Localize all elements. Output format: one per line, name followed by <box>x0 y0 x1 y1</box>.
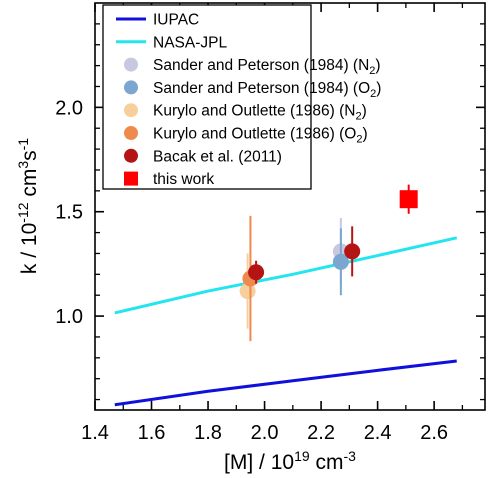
series-line <box>114 359 457 407</box>
x-tick-label: 1.4 <box>81 422 109 444</box>
y-tick-label: 1.5 <box>55 202 83 224</box>
legend-label: this work <box>153 171 214 188</box>
plot-frame <box>94 2 486 411</box>
x-tick-label: 2.0 <box>251 422 279 444</box>
x-tick-label: 2.2 <box>307 422 335 444</box>
data-point-square <box>399 190 418 209</box>
data-point <box>248 264 265 281</box>
legend-label: NASA-JPL <box>153 34 227 51</box>
data-point <box>239 283 256 300</box>
legend-label: Kurylo and Outlette (1986) (N2) <box>153 103 367 123</box>
x-axis-label: [M] / 1019 cm-3 <box>224 448 356 474</box>
y-axis-label: k / 10-12 cm3s-1 <box>15 138 41 274</box>
legend-swatch-square <box>124 171 138 186</box>
legend-label: Sander and Peterson (1984) (N2) <box>153 57 381 77</box>
legend-swatch-marker <box>124 80 138 95</box>
legend-box <box>102 4 312 190</box>
legend-label: IUPAC <box>153 12 199 29</box>
x-tick-label: 2.6 <box>420 422 448 444</box>
legend-swatch-marker <box>124 126 138 140</box>
legend-label: Bacak et al. (2011) <box>153 148 282 165</box>
legend-swatch-marker <box>124 57 138 72</box>
legend-swatch-marker <box>124 148 138 163</box>
y-tick-label: 2.0 <box>55 97 83 119</box>
legend: IUPAC NASA-JPL Sander and Peterson (1984) … <box>102 4 381 190</box>
data-point <box>344 243 361 260</box>
x-tick-label: 2.4 <box>364 422 392 444</box>
data-point <box>332 253 349 270</box>
y-tick-label: 1.0 <box>55 306 83 328</box>
legend-label: Sander and Peterson (1984) (O2) <box>153 80 381 100</box>
legend-swatch-marker <box>124 103 138 118</box>
x-tick-label: 1.8 <box>194 422 222 444</box>
legend-label: Kurylo and Outlette (1986) (O2) <box>153 126 368 146</box>
plot-series <box>114 184 458 407</box>
x-tick-label: 1.6 <box>138 422 166 444</box>
series-line <box>114 236 458 315</box>
